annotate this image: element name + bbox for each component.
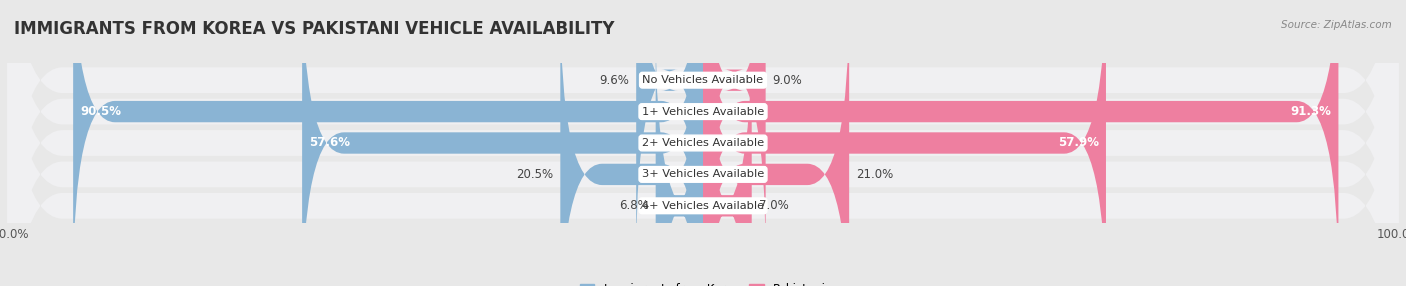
FancyBboxPatch shape	[7, 0, 1399, 286]
Text: 57.9%: 57.9%	[1057, 136, 1099, 150]
FancyBboxPatch shape	[655, 28, 703, 286]
FancyBboxPatch shape	[7, 0, 1399, 286]
FancyBboxPatch shape	[636, 0, 703, 258]
Legend: Immigrants from Korea, Pakistani: Immigrants from Korea, Pakistani	[575, 278, 831, 286]
Text: IMMIGRANTS FROM KOREA VS PAKISTANI VEHICLE AVAILABILITY: IMMIGRANTS FROM KOREA VS PAKISTANI VEHIC…	[14, 20, 614, 38]
Text: 20.5%: 20.5%	[516, 168, 554, 181]
FancyBboxPatch shape	[73, 0, 703, 286]
Text: 2+ Vehicles Available: 2+ Vehicles Available	[643, 138, 763, 148]
FancyBboxPatch shape	[7, 0, 1399, 286]
Text: 57.6%: 57.6%	[309, 136, 350, 150]
Text: Source: ZipAtlas.com: Source: ZipAtlas.com	[1281, 20, 1392, 30]
Text: 4+ Vehicles Available: 4+ Vehicles Available	[643, 201, 763, 211]
FancyBboxPatch shape	[302, 0, 703, 286]
FancyBboxPatch shape	[7, 0, 1399, 286]
Text: 9.6%: 9.6%	[599, 74, 630, 87]
FancyBboxPatch shape	[703, 0, 1339, 286]
Text: 6.8%: 6.8%	[619, 199, 648, 212]
FancyBboxPatch shape	[703, 0, 766, 258]
Text: 21.0%: 21.0%	[856, 168, 893, 181]
Text: 3+ Vehicles Available: 3+ Vehicles Available	[643, 169, 763, 179]
FancyBboxPatch shape	[703, 0, 849, 286]
FancyBboxPatch shape	[703, 28, 752, 286]
FancyBboxPatch shape	[561, 0, 703, 286]
Text: 7.0%: 7.0%	[759, 199, 789, 212]
Text: 90.5%: 90.5%	[80, 105, 121, 118]
Text: 1+ Vehicles Available: 1+ Vehicles Available	[643, 107, 763, 117]
Text: No Vehicles Available: No Vehicles Available	[643, 75, 763, 85]
FancyBboxPatch shape	[703, 0, 1107, 286]
FancyBboxPatch shape	[7, 0, 1399, 286]
Text: 91.3%: 91.3%	[1291, 105, 1331, 118]
Text: 9.0%: 9.0%	[773, 74, 803, 87]
